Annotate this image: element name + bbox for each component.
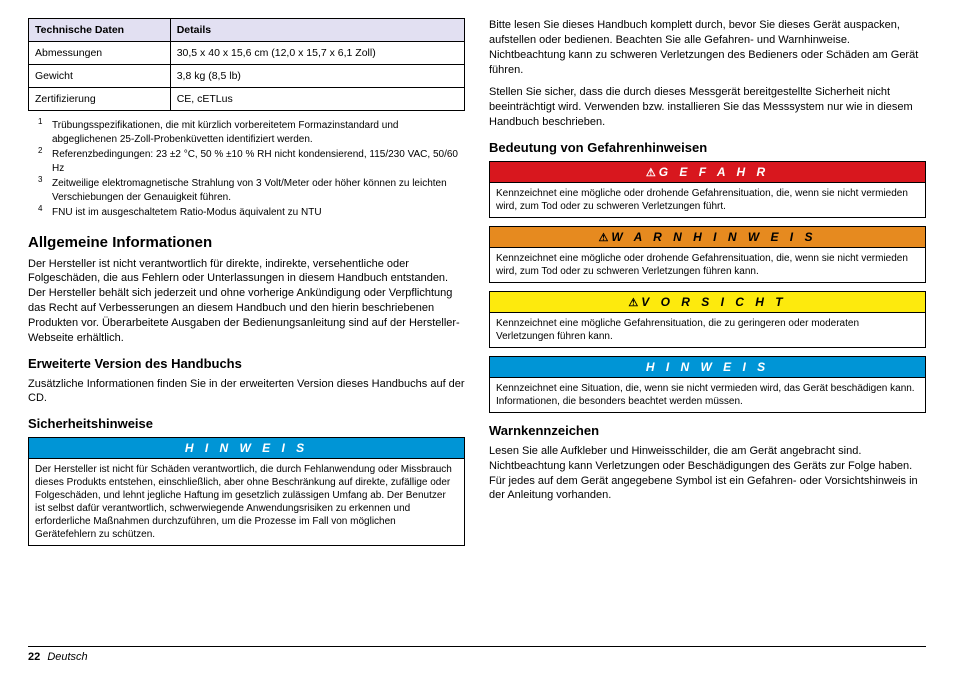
notice-body: Kennzeichnet eine mögliche Gefahrensitua… (490, 312, 925, 347)
cell: CE, cETLus (170, 88, 464, 111)
notice-box-info: H I N W E I S Der Hersteller ist nicht f… (28, 437, 465, 546)
th-spec: Technische Daten (29, 19, 171, 42)
spec-table: Technische Daten Details Abmessungen 30,… (28, 18, 465, 111)
warning-icon: ⚠ (646, 166, 656, 179)
heading-extended-manual: Erweiterte Version des Handbuchs (28, 356, 465, 371)
notice-box-warning: ⚠W A R N H I N W E I S Kennzeichnet eine… (489, 226, 926, 283)
notice-box-caution: ⚠V O R S I C H T Kennzeichnet eine mögli… (489, 291, 926, 348)
table-row: Abmessungen 30,5 x 40 x 15,6 cm (12,0 x … (29, 42, 465, 65)
heading-warning-labels: Warnkennzeichen (489, 423, 926, 438)
cell: 30,5 x 40 x 15,6 cm (12,0 x 15,7 x 6,1 Z… (170, 42, 464, 65)
page-number: 22 (28, 651, 40, 663)
paragraph: Der Hersteller ist nicht verantwortlich … (28, 257, 465, 346)
notice-box-danger: ⚠G E F A H R Kennzeichnet eine mögliche … (489, 161, 926, 218)
table-row: Zertifizierung CE, cETLus (29, 88, 465, 111)
warning-icon: ⚠ (599, 231, 609, 244)
page-language: Deutsch (47, 651, 87, 663)
table-row: Gewicht 3,8 kg (8,5 lb) (29, 65, 465, 88)
footnote: 4FNU ist im ausgeschaltetem Ratio-Modus … (52, 206, 465, 220)
cell: Gewicht (29, 65, 171, 88)
right-column: Bitte lesen Sie dieses Handbuch komplett… (489, 18, 926, 628)
footnote: 1Trübungsspezifikationen, die mit kürzli… (52, 119, 465, 146)
paragraph: Lesen Sie alle Aufkleber und Hinweisschi… (489, 444, 926, 503)
notice-box-info: H I N W E I S Kennzeichnet eine Situatio… (489, 356, 926, 413)
notice-body: Kennzeichnet eine mögliche oder drohende… (490, 247, 925, 282)
paragraph: Stellen Sie sicher, dass die durch diese… (489, 85, 926, 130)
notice-body: Kennzeichnet eine Situation, die, wenn s… (490, 377, 925, 412)
cell: Abmessungen (29, 42, 171, 65)
footnote: 3Zeitweilige elektromagnetische Strahlun… (52, 177, 465, 204)
warning-icon: ⚠ (628, 296, 638, 309)
notice-title: ⚠G E F A H R (490, 162, 925, 182)
paragraph: Zusätzliche Informationen finden Sie in … (28, 377, 465, 407)
heading-hazard-meanings: Bedeutung von Gefahrenhinweisen (489, 140, 926, 155)
heading-general-info: Allgemeine Informationen (28, 234, 465, 251)
paragraph: Bitte lesen Sie dieses Handbuch komplett… (489, 18, 926, 77)
th-details: Details (170, 19, 464, 42)
table-header-row: Technische Daten Details (29, 19, 465, 42)
notice-title: ⚠V O R S I C H T (490, 292, 925, 312)
notice-title: ⚠W A R N H I N W E I S (490, 227, 925, 247)
notice-title: H I N W E I S (29, 438, 464, 458)
notice-title: H I N W E I S (490, 357, 925, 377)
page-footer: 22 Deutsch (28, 646, 926, 663)
footnote: 2Referenzbedingungen: 23 ±2 °C, 50 % ±10… (52, 148, 465, 175)
cell: 3,8 kg (8,5 lb) (170, 65, 464, 88)
cell: Zertifizierung (29, 88, 171, 111)
left-column: Technische Daten Details Abmessungen 30,… (28, 18, 465, 628)
heading-safety: Sicherheitshinweise (28, 416, 465, 431)
notice-body: Der Hersteller ist nicht für Schäden ver… (29, 458, 464, 545)
notice-body: Kennzeichnet eine mögliche oder drohende… (490, 182, 925, 217)
footnotes: 1Trübungsspezifikationen, die mit kürzli… (28, 119, 465, 220)
